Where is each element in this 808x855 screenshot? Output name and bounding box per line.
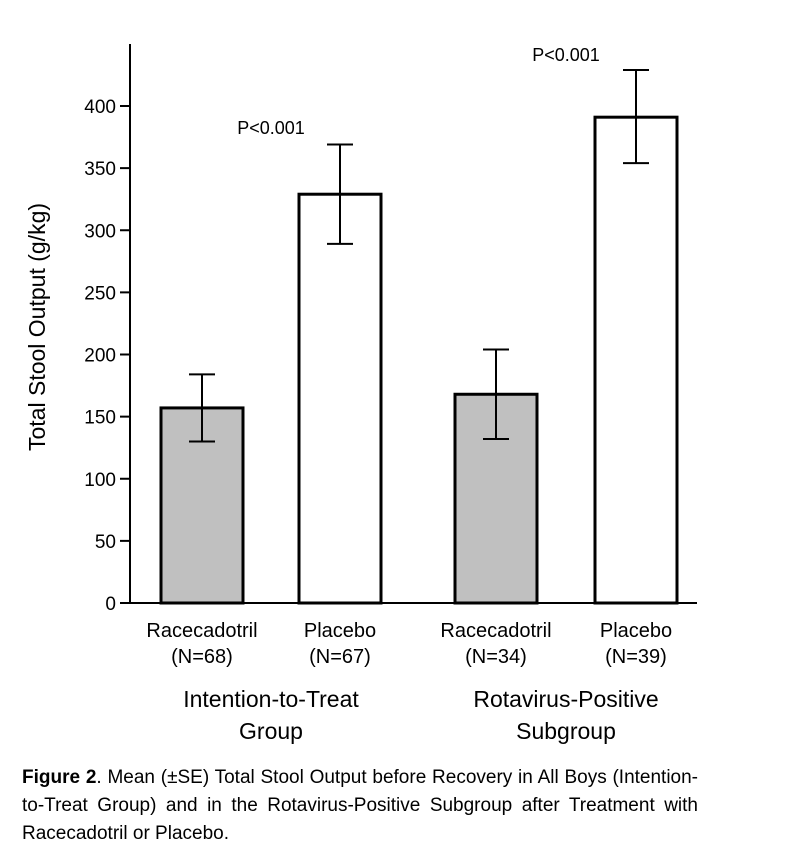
figure-caption: Figure 2. Mean (±SE) Total Stool Output … [22,764,698,848]
category-label: Placebo [304,620,376,642]
category-n-label: (N=68) [171,646,233,668]
p-value-annotation: P<0.001 [237,118,305,138]
category-label: Racecadotril [146,620,257,642]
y-tick-label: 50 [95,532,116,553]
y-tick-label: 350 [84,159,116,180]
category-label: Racecadotril [440,620,551,642]
y-tick-label: 300 [84,221,116,242]
caption-label: Figure 2 [22,767,97,788]
y-tick-label: 400 [84,97,116,118]
y-axis-ticks: 0 50 100 150 200 250 300 350 400 [84,97,130,615]
category-n-label: (N=34) [465,646,527,668]
category-n-label: (N=39) [605,646,667,668]
y-tick-label: 100 [84,470,116,491]
group-label-line2: Subgroup [516,718,616,744]
group-label-line2: Group [239,718,303,744]
y-tick-label: 200 [84,346,116,367]
y-tick-label: 0 [105,594,116,615]
group-label-line1: Intention-to-Treat [183,686,359,712]
annotations: P<0.001 P<0.001 [237,45,600,138]
category-labels: Racecadotril (N=68) Placebo (N=67) Racecadot… [146,620,672,668]
group-labels: Intention-to-Treat Group Rotavirus-Positiv… [183,686,658,744]
bar [297,192,383,605]
bar [593,115,679,605]
p-value-annotation: P<0.001 [532,45,600,65]
y-tick-label: 150 [84,408,116,429]
caption-text: . Mean (±SE) Total Stool Output before R… [22,767,699,844]
bars [159,68,679,605]
category-n-label: (N=67) [309,646,371,668]
y-tick-label: 250 [84,283,116,304]
group-label-line1: Rotavirus-Positive [473,686,658,712]
bar [453,392,539,605]
y-axis-label: Total Stool Output (g/kg) [24,203,50,451]
bar-chart: 0 50 100 150 200 250 300 350 400 Racecadotril (N=… [24,44,697,744]
category-label: Placebo [600,620,672,642]
